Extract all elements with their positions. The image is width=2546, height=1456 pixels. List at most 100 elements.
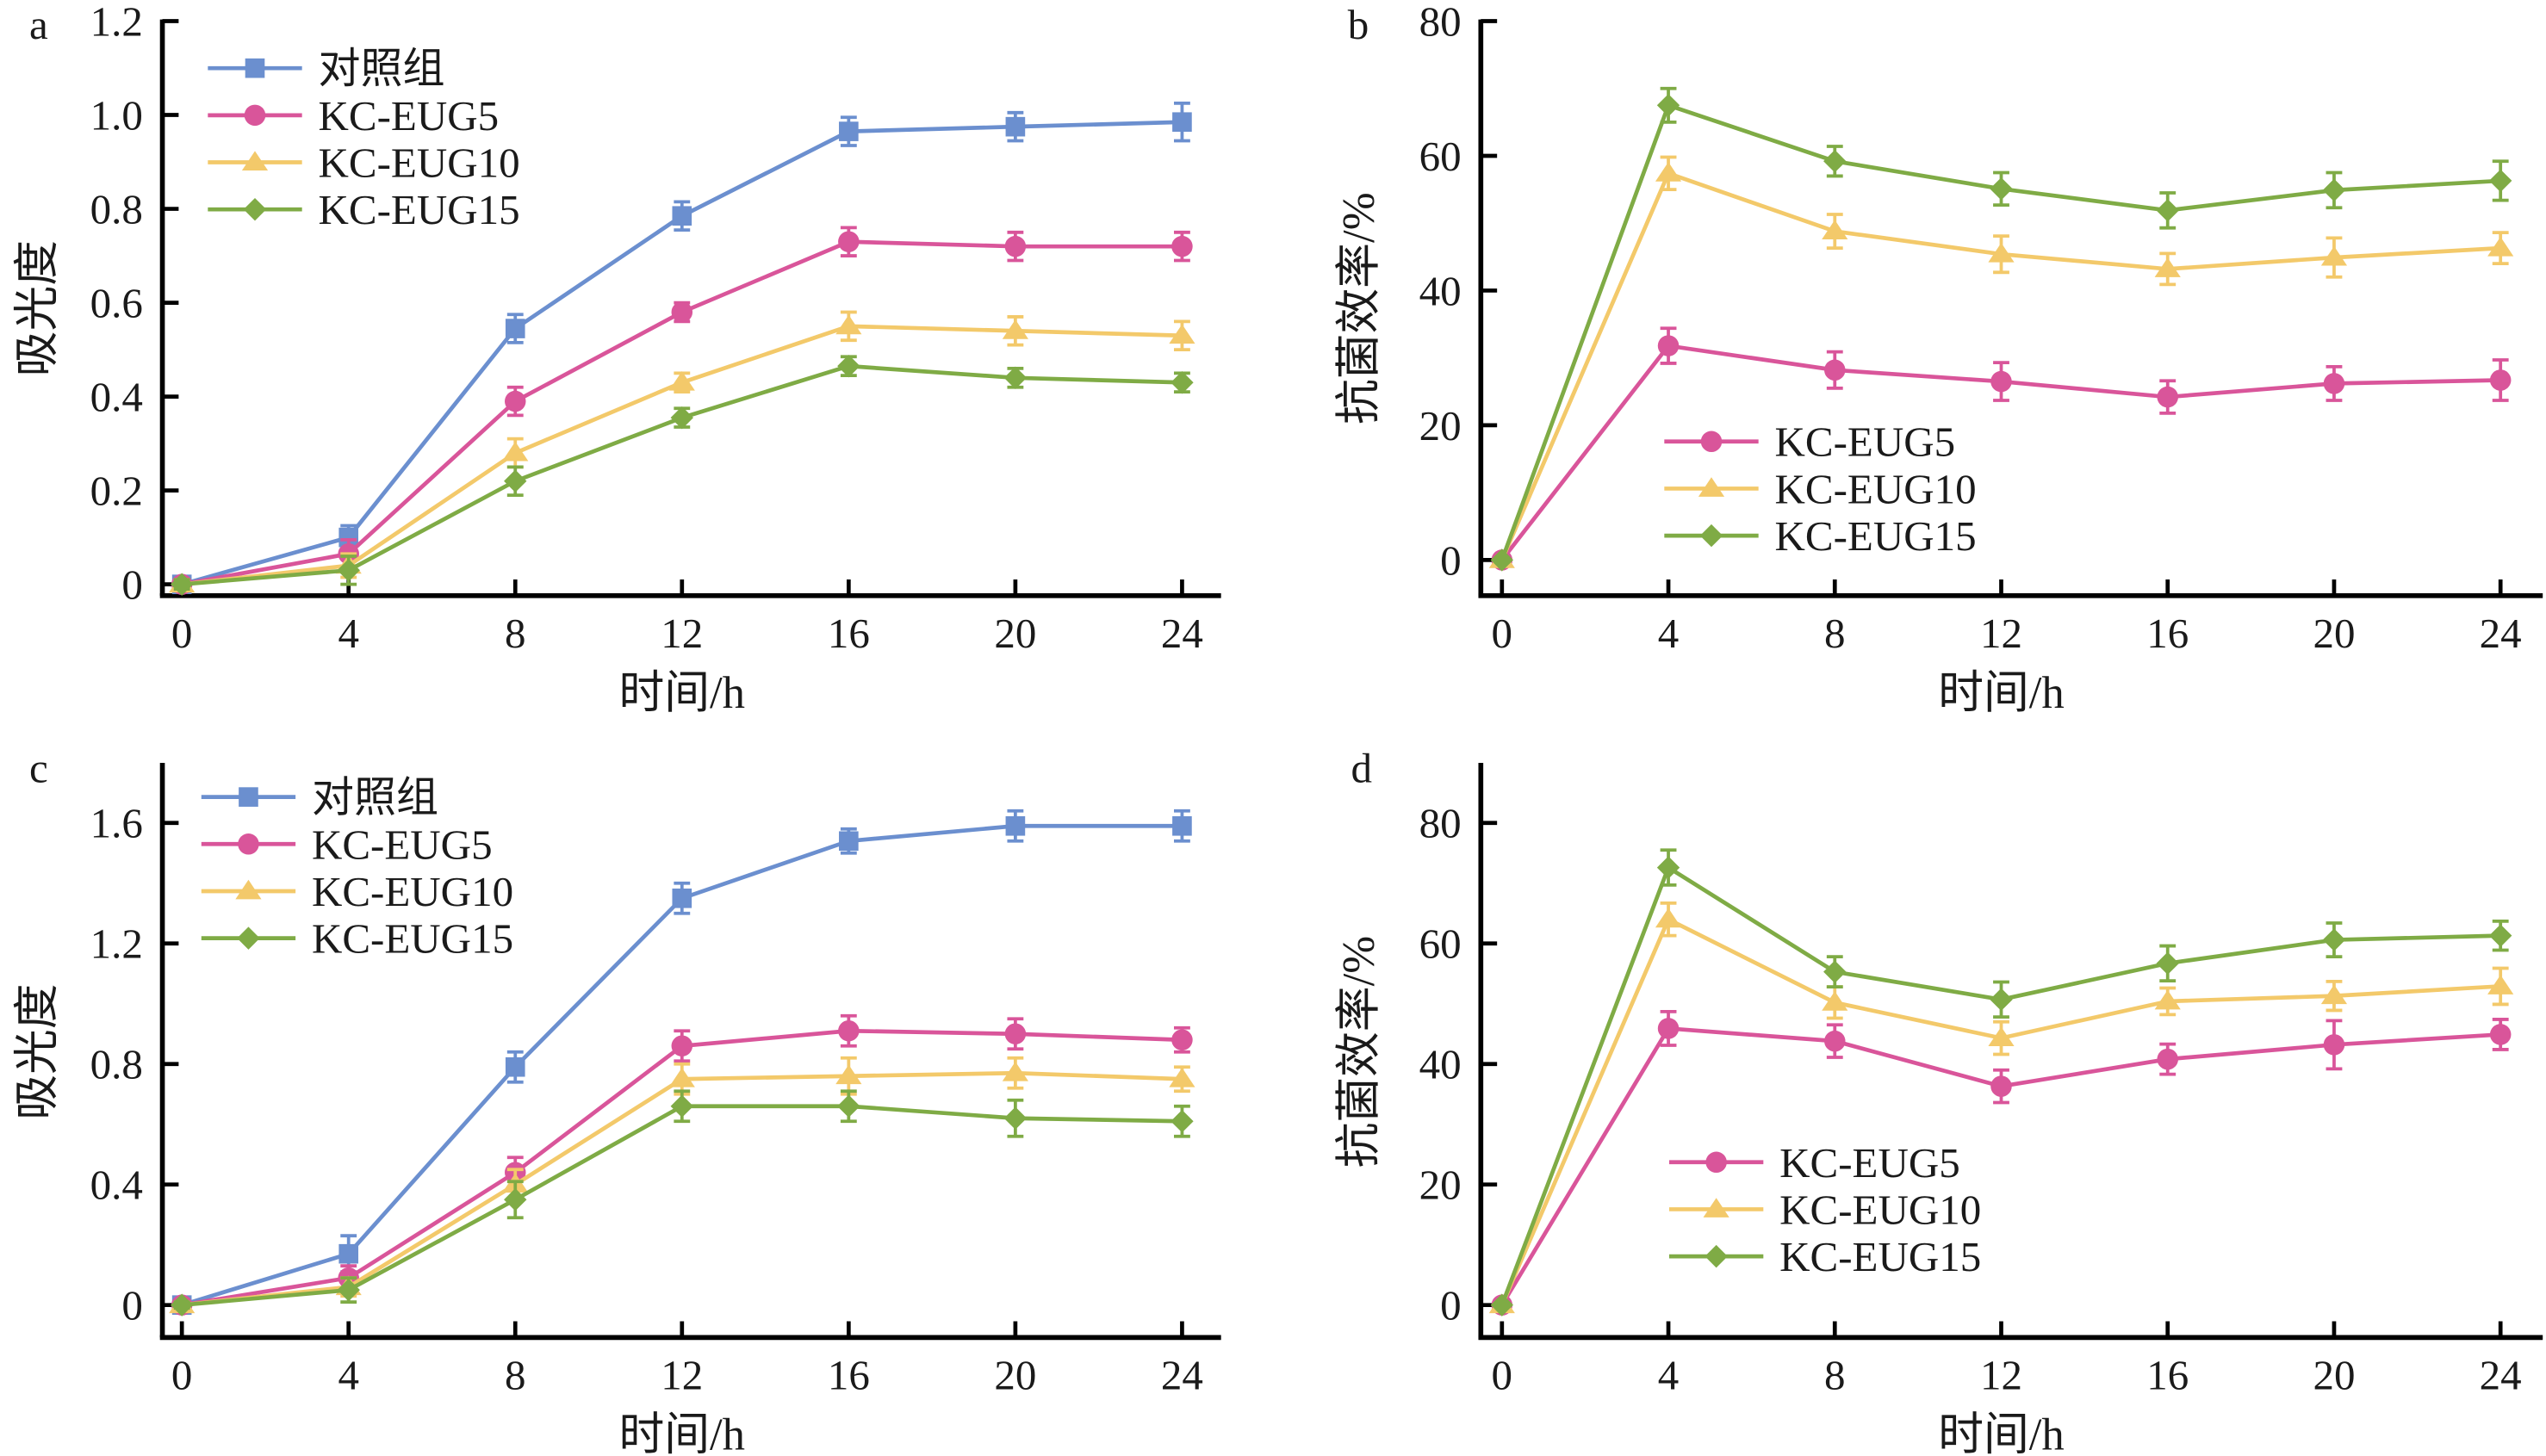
data-point <box>835 314 862 335</box>
legend-label: KC-EUG15 <box>312 915 513 963</box>
legend-label: KC-EUG15 <box>319 186 520 233</box>
data-point <box>839 121 859 141</box>
data-point <box>337 1278 360 1302</box>
series-line <box>1500 916 2501 1306</box>
data-point <box>837 1094 860 1118</box>
y-tick-label: 0.4 <box>90 1162 143 1209</box>
x-tick-label: 16 <box>828 610 870 657</box>
legend-marker-triangle-icon <box>1698 477 1725 497</box>
series-line <box>181 324 1183 587</box>
data-point <box>2154 989 2181 1010</box>
x-tick-label: 12 <box>1980 1352 2022 1399</box>
x-tick-label: 0 <box>1492 1352 1513 1399</box>
data-point <box>2323 1034 2345 1056</box>
panel-label: a <box>29 1 48 48</box>
data-point <box>672 888 692 908</box>
data-point <box>504 469 527 493</box>
x-tick-label: 4 <box>1658 1352 1680 1399</box>
data-point <box>668 371 695 391</box>
data-point <box>1171 1029 1193 1050</box>
data-point <box>2322 178 2346 202</box>
data-point <box>2487 236 2514 257</box>
y-tick-label: 0.4 <box>90 374 143 421</box>
legend-marker-circle-icon <box>244 104 266 127</box>
data-point <box>338 527 359 548</box>
series-KC-EUG5 <box>1491 326 2512 571</box>
data-point <box>1823 960 1847 983</box>
legend-label: KC-EUG5 <box>1775 418 1956 466</box>
legend-marker-square-icon <box>245 58 265 78</box>
legend-item: KC-EUG15 <box>208 186 520 233</box>
x-tick-label: 4 <box>338 610 358 657</box>
x-tick-label: 8 <box>1824 610 1846 657</box>
series-line <box>181 363 1183 587</box>
data-point <box>835 1064 862 1085</box>
legend-marker-diamond-icon <box>1699 524 1723 548</box>
data-point <box>1003 1106 1028 1130</box>
legend-marker-circle-icon <box>1700 431 1723 453</box>
legend-item: KC-EUG15 <box>1668 1233 1981 1280</box>
panel-a: a 0 0.2 0.4 0.6 0.8 1.0 1.2 0 4 8 12 16 20 24 时间/h 吸光度 对照… <box>12 0 1221 718</box>
data-point <box>504 1188 527 1211</box>
y-tick-label: 20 <box>1419 402 1462 449</box>
legend-label: KC-EUG10 <box>1779 1186 1981 1233</box>
series-KC-EUG5 <box>171 1013 1193 1316</box>
x-tick-label: 20 <box>2313 610 2355 657</box>
x-tick-label: 8 <box>505 610 526 657</box>
data-point <box>1655 908 1682 928</box>
x-tick-label: 20 <box>2313 1352 2355 1399</box>
x-tick-label: 8 <box>505 1352 526 1399</box>
data-point <box>1490 1293 1514 1317</box>
data-point <box>838 231 860 252</box>
data-point <box>1657 1018 1680 1039</box>
y-axis-title: 吸光度 <box>12 983 62 1119</box>
data-point <box>1988 243 2015 263</box>
legend-item: 对照组 <box>201 774 438 821</box>
x-tick-label: 16 <box>2146 1352 2189 1399</box>
data-point <box>1005 116 1026 137</box>
x-tick-label: 4 <box>1658 610 1680 657</box>
x-tick-label: 0 <box>171 610 193 657</box>
series-KC-EUG10 <box>1488 901 2514 1314</box>
data-point <box>1005 815 1026 836</box>
data-point <box>1171 1110 1194 1133</box>
legend-item: KC-EUG10 <box>201 868 513 915</box>
y-tick-label: 0 <box>121 1282 143 1329</box>
x-tick-label: 20 <box>994 610 1036 657</box>
legend-label: KC-EUG5 <box>312 821 493 868</box>
panel-label: d <box>1351 745 1372 792</box>
data-point <box>2157 1048 2178 1070</box>
x-tick-label: 16 <box>2146 610 2189 657</box>
data-point <box>1169 324 1195 344</box>
legend-item: KC-EUG10 <box>1664 465 1977 512</box>
y-axis-title: 吸光度 <box>12 240 62 376</box>
data-point <box>2157 386 2178 408</box>
x-tick-label: 24 <box>1161 1352 1203 1399</box>
panel-label: b <box>1348 1 1369 48</box>
data-point <box>338 1243 359 1264</box>
y-tick-label: 80 <box>1419 0 1462 45</box>
y-tick-label: 0.8 <box>90 186 143 233</box>
legend-label: 对照组 <box>319 45 445 92</box>
data-point <box>1169 1068 1195 1087</box>
data-point <box>2322 928 2346 951</box>
series-KC-EUG15 <box>1490 848 2512 1317</box>
x-tick-label: 20 <box>994 1352 1036 1399</box>
x-axis-title: 时间/h <box>1938 668 2065 718</box>
x-tick-label: 12 <box>661 610 703 657</box>
data-point <box>1656 856 1680 879</box>
legend-label: KC-EUG5 <box>1779 1139 1960 1186</box>
x-tick-label: 24 <box>1161 610 1203 657</box>
data-point <box>2488 169 2512 193</box>
series-line <box>181 1104 1183 1308</box>
data-point <box>2489 1024 2512 1045</box>
legend-item: KC-EUG5 <box>208 92 499 139</box>
legend-marker-triangle-icon <box>1703 1198 1729 1217</box>
data-point <box>838 1019 860 1042</box>
data-point <box>1988 1026 2015 1047</box>
y-tick-label: 20 <box>1419 1162 1462 1209</box>
data-point <box>2489 369 2512 391</box>
